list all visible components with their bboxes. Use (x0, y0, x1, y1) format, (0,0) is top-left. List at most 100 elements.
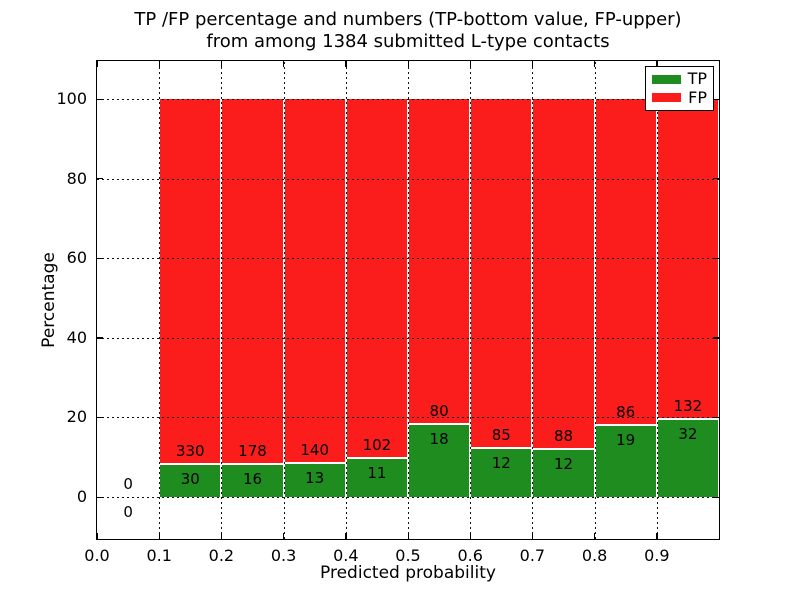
fp-bar-segment (471, 99, 532, 447)
y-tick-right (713, 178, 719, 180)
gridline-vertical (345, 61, 347, 539)
tp-legend-label: TP (687, 69, 707, 89)
tp-count-label: 12 (491, 453, 511, 472)
x-tick-top (407, 61, 409, 67)
x-tick-bottom (531, 533, 534, 539)
gridline-vertical (283, 61, 285, 539)
x-tick-bottom (158, 533, 161, 539)
y-tick-left (97, 496, 103, 498)
y-tick-label: 40 (66, 327, 87, 347)
x-axis-label: Predicted probability (320, 563, 496, 583)
x-tick-bottom (345, 533, 347, 539)
x-tick-label: 0.4 (333, 546, 359, 565)
tp-count-label: 18 (429, 429, 449, 448)
fp-bar-segment (409, 99, 470, 423)
fp-count-label: 132 (673, 397, 703, 416)
x-tick-bottom (656, 533, 658, 539)
gridline-vertical (532, 61, 534, 539)
y-tick-left (97, 337, 103, 339)
x-tick-top (531, 61, 534, 67)
fp-count-label: 88 (553, 427, 574, 446)
y-tick-label: 100 (56, 89, 87, 108)
x-tick-top (96, 61, 98, 67)
legend-item-fp: FP (652, 87, 707, 107)
fp-legend-swatch (652, 93, 682, 103)
x-tick-top (220, 61, 223, 67)
tp-count-label: 32 (678, 425, 698, 444)
fp-bar-segment (533, 99, 594, 449)
gridline-vertical (470, 61, 472, 539)
tp-bar-segment (657, 420, 718, 497)
y-tick-left (97, 416, 103, 419)
x-tick-label: 0.7 (519, 546, 546, 565)
x-tick-label: 0.3 (270, 546, 297, 565)
tp-legend-swatch (652, 74, 681, 84)
gridline-vertical (594, 61, 596, 539)
tp-count-label: 12 (553, 455, 574, 474)
tp-bar-segment (222, 465, 283, 497)
y-tick-right (713, 337, 719, 339)
y-tick-right (713, 98, 719, 100)
gridline-vertical (656, 61, 658, 539)
y-tick-label: 60 (66, 248, 87, 268)
y-tick-left (97, 98, 103, 100)
fp-bar-segment (595, 99, 656, 424)
x-tick-top (283, 61, 285, 67)
fp-bar-segment (160, 99, 221, 463)
tp-bar-segment (533, 450, 594, 497)
y-tick-label: 80 (66, 168, 87, 188)
x-tick-label: 0.5 (395, 546, 421, 565)
x-tick-label: 0.0 (84, 546, 110, 565)
fp-count-label: 0 (123, 475, 133, 493)
x-tick-label: 0.1 (146, 546, 172, 565)
x-tick-bottom (220, 533, 223, 539)
fp-count-label: 178 (238, 442, 267, 461)
x-tick-bottom (283, 533, 285, 539)
tp-count-label: 30 (180, 469, 200, 488)
tp-count-label: 11 (367, 464, 387, 483)
x-tick-bottom (96, 533, 98, 539)
tp-count-label: 16 (242, 470, 263, 489)
y-tick-label: 20 (66, 407, 87, 427)
y-tick-label: 0 (76, 487, 87, 506)
tp-count-label: 13 (305, 469, 325, 488)
fp-count-label: 85 (491, 425, 511, 444)
fp-count-label: 80 (429, 401, 449, 420)
gridline-vertical (408, 61, 409, 539)
fp-bar-segment (222, 99, 283, 464)
fp-count-label: 330 (175, 441, 205, 460)
y-tick-right (713, 416, 719, 419)
y-tick-right (713, 496, 719, 498)
legend: TP FP (645, 66, 714, 111)
y-tick-right (713, 257, 719, 260)
chart-title: TP /FP percentage and numbers (TP-bottom… (97, 9, 719, 53)
x-tick-bottom (469, 533, 472, 539)
fp-count-label: 102 (362, 436, 392, 455)
chart-title-line1: TP /FP percentage and numbers (TP-bottom… (134, 9, 682, 30)
x-tick-label: 0.2 (208, 546, 235, 565)
y-tick-left (97, 178, 103, 180)
x-tick-label: 0.9 (644, 546, 670, 565)
fp-legend-label: FP (688, 87, 707, 107)
gridline-vertical (221, 61, 223, 539)
x-tick-label: 0.8 (581, 546, 608, 565)
tp-bar-segment (409, 424, 470, 497)
plot-area: TP FP 0 20 40 60 80 100 0.0 0.1 0.2 0.3 0.4 0.5 0.6 0… (56, 60, 720, 565)
fp-count-label: 86 (616, 402, 636, 421)
x-tick-label: 0.6 (457, 546, 483, 565)
legend-item-tp: TP (652, 71, 707, 87)
y-axis-label: Percentage (39, 252, 59, 348)
x-tick-top (345, 61, 347, 67)
tp-bar-segment (284, 464, 345, 497)
x-tick-bottom (594, 533, 596, 539)
tp-bar-segment (160, 464, 221, 497)
tp-bar-segment (595, 425, 656, 497)
tp-bar-segment (346, 459, 407, 497)
tp-count-label: 0 (123, 503, 133, 521)
x-tick-top (469, 61, 472, 67)
fp-bar-segment (284, 99, 345, 463)
x-tick-top (158, 61, 161, 67)
x-tick-top (656, 61, 658, 67)
y-tick-left (97, 257, 103, 260)
